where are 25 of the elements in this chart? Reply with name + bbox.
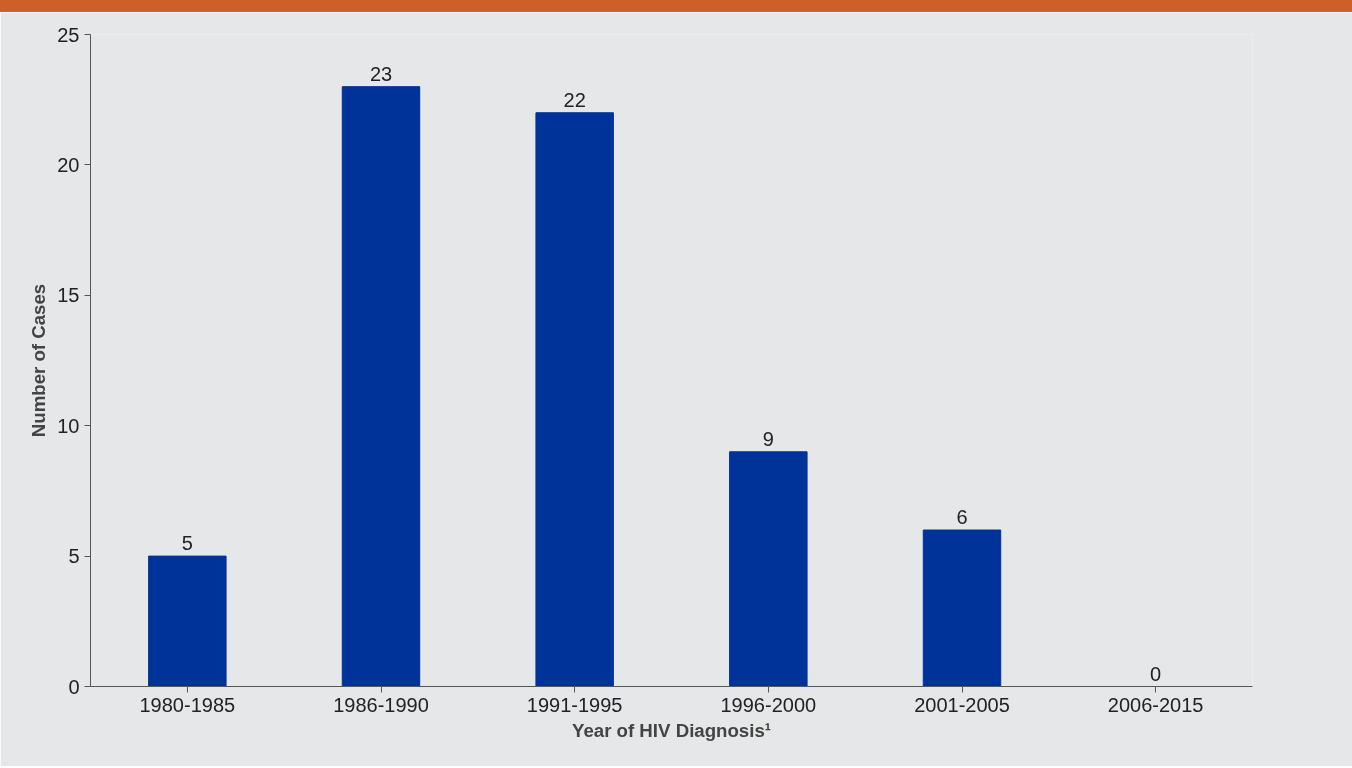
bar (341, 86, 421, 687)
bar (729, 451, 808, 687)
y-tick-label: 25 (57, 23, 80, 46)
data-label: 5 (181, 532, 193, 555)
x-tick-label: 1986-1990 (333, 693, 429, 716)
x-tick-label: 1996-2000 (720, 693, 817, 716)
y-axis-title: Number of Cases (28, 283, 50, 438)
data-label: 0 (1150, 662, 1162, 685)
y-tick-label: 10 (57, 414, 80, 437)
data-label: 22 (563, 88, 586, 111)
y-tick-label: 15 (57, 284, 80, 307)
data-label: 23 (369, 62, 393, 85)
bar (535, 112, 614, 687)
bar (148, 555, 227, 687)
y-tick-label: 5 (68, 545, 80, 568)
x-tick-label: 1991-1995 (526, 693, 623, 716)
bar (922, 529, 1002, 687)
data-label: 6 (956, 506, 968, 529)
x-tick-label: 2006-2015 (1107, 693, 1204, 716)
x-tick-label: 1980-1985 (139, 693, 236, 716)
y-tick-label: 0 (68, 675, 80, 698)
x-tick-label: 2001-2005 (914, 693, 1010, 716)
y-tick-label: 20 (57, 153, 80, 176)
x-axis-title: Year of HIV Diagnosis¹ (571, 719, 772, 741)
data-label: 9 (762, 427, 774, 450)
